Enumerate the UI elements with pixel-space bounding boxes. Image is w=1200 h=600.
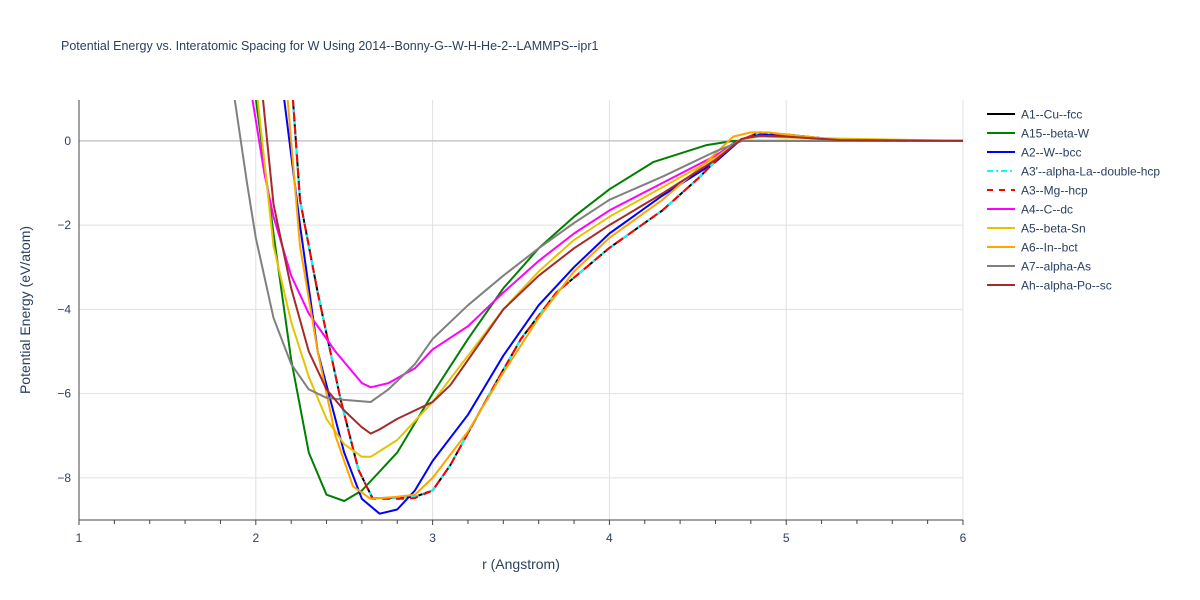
legend-label: A1--Cu--fcc (1021, 108, 1082, 122)
legend-item-3[interactable]: A3'--alpha-La--double-hcp (987, 165, 1160, 179)
series-line-a3-alpha-la-double-hcp (291, 100, 963, 500)
x-tick-label: 2 (252, 531, 259, 545)
x-tick-label: 4 (606, 531, 613, 545)
x-tick-label: 5 (783, 531, 790, 545)
y-tick-label: −8 (57, 471, 71, 485)
legend-label: A7--alpha-As (1021, 260, 1091, 274)
legend-item-1[interactable]: A15--beta-W (987, 127, 1090, 141)
legend-item-0[interactable]: A1--Cu--fcc (987, 108, 1082, 122)
x-tick-label: 3 (429, 531, 436, 545)
legend-item-7[interactable]: A6--In--bct (987, 241, 1078, 255)
axes: 1 2 3 4 5 6 0 −2 −4 −6 −8 (57, 100, 967, 545)
legend-label: A15--beta-W (1021, 127, 1090, 141)
legend-label: A3'--alpha-La--double-hcp (1021, 165, 1160, 179)
y-axis-label: Potential Energy (eV/atom) (17, 226, 33, 394)
legend-item-8[interactable]: A7--alpha-As (987, 260, 1091, 274)
x-axis-label: r (Angstrom) (482, 556, 560, 572)
legend[interactable]: A1--Cu--fcc A15--beta-W A2--W--bcc A3'--alp… (987, 108, 1160, 293)
grid (79, 100, 964, 520)
series-lines (233, 100, 963, 515)
y-tick-label: −4 (57, 302, 71, 316)
legend-label: A5--beta-Sn (1021, 222, 1086, 236)
legend-label: A3--Mg--hcp (1021, 184, 1088, 198)
chart-title: Potential Energy vs. Interatomic Spacing… (61, 39, 598, 53)
legend-label: A2--W--bcc (1021, 146, 1081, 160)
x-tick-label: 6 (960, 531, 967, 545)
legend-item-9[interactable]: Ah--alpha-Po--sc (987, 279, 1112, 293)
x-tick-label: 1 (76, 531, 83, 545)
series-line-a4-c-dc (251, 100, 963, 389)
legend-label: A4--C--dc (1021, 203, 1073, 217)
series-line-a15-beta-w (254, 100, 963, 502)
series-line-a3-mg-hcp (291, 100, 963, 500)
y-tick-label: 0 (64, 134, 71, 148)
series-line-a2-w-bcc (283, 100, 963, 515)
legend-item-6[interactable]: A5--beta-Sn (987, 222, 1086, 236)
legend-item-4[interactable]: A3--Mg--hcp (987, 184, 1088, 198)
y-tick-label: −2 (57, 218, 71, 232)
series-line-a6-in-bct (286, 100, 963, 500)
legend-item-5[interactable]: A4--C--dc (987, 203, 1073, 217)
series-line-a1-cu-fcc (291, 100, 963, 500)
legend-item-2[interactable]: A2--W--bcc (987, 146, 1081, 160)
legend-label: A6--In--bct (1021, 241, 1078, 255)
series-line-ah-alpha-po-sc (262, 100, 963, 435)
y-tick-label: −6 (57, 387, 71, 401)
legend-label: Ah--alpha-Po--sc (1021, 279, 1112, 293)
series-line-a7-alpha-as (233, 100, 963, 403)
